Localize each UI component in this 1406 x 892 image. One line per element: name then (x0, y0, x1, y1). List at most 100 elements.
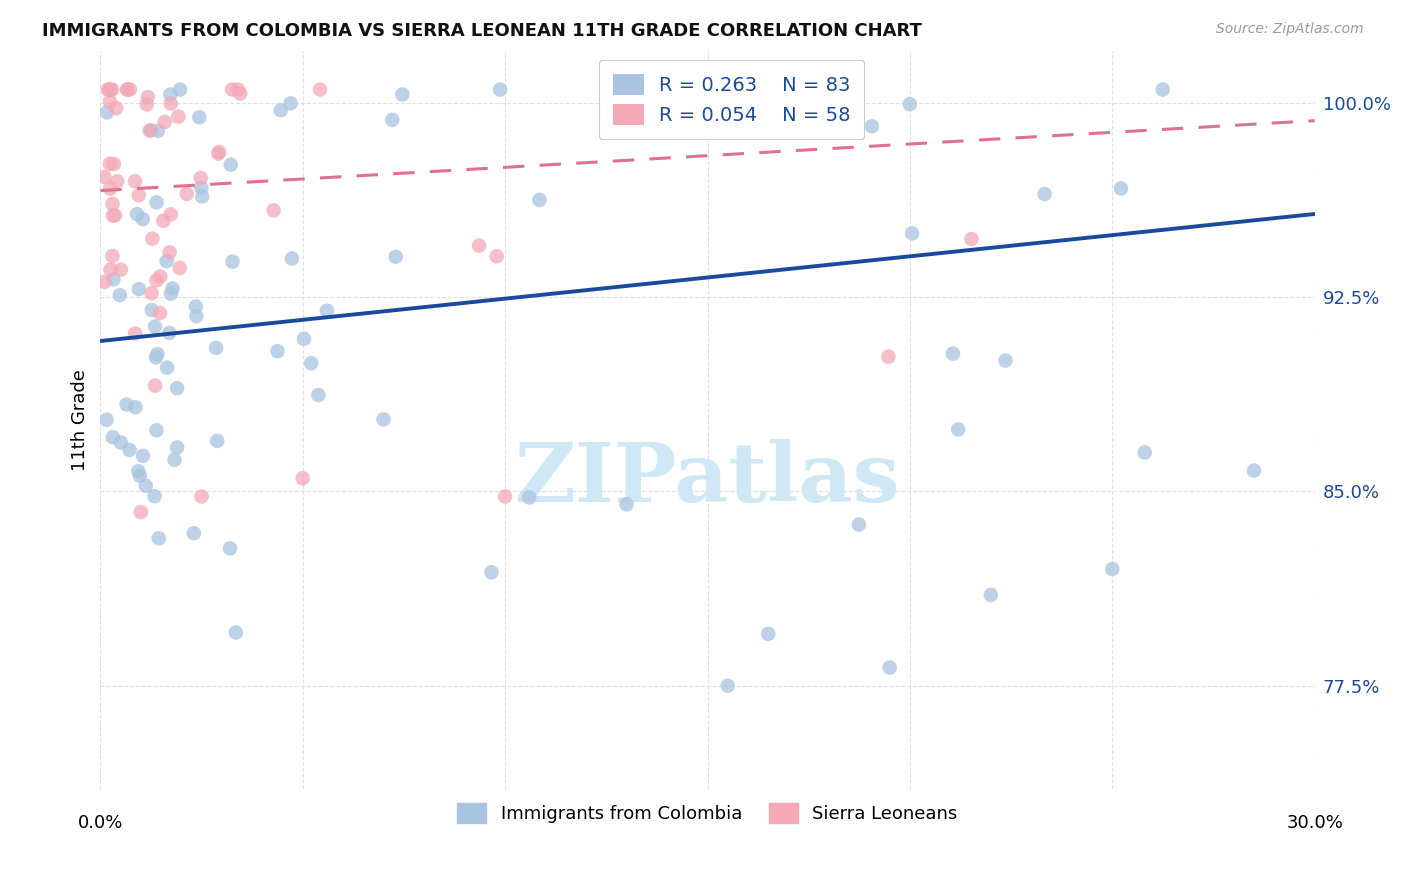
Point (188, 110, 211, 124)
Point (145, 351, 167, 365)
Text: 0.0%: 0.0% (77, 814, 124, 832)
Point (1101, 562, 1123, 576)
Point (901, 227, 924, 241)
Point (280, 96, 302, 111)
Point (468, 238, 491, 252)
Point (101, 197, 124, 211)
Point (266, 344, 288, 359)
Point (848, 517, 870, 532)
Point (485, 249, 508, 263)
Point (481, 566, 503, 580)
Point (101, 209, 124, 223)
Point (186, 309, 208, 323)
Point (139, 123, 162, 137)
Point (152, 214, 174, 228)
Point (118, 442, 141, 457)
Point (1033, 187, 1056, 202)
Point (207, 146, 229, 161)
Point (135, 479, 157, 493)
Point (529, 193, 551, 207)
Point (163, 452, 186, 467)
Point (143, 489, 166, 503)
Point (942, 346, 965, 360)
Text: 30.0%: 30.0% (1286, 814, 1343, 832)
Point (517, 491, 540, 505)
Point (124, 174, 146, 188)
Y-axis label: 11th Grade: 11th Grade (72, 369, 89, 471)
Point (226, 82, 249, 96)
Point (756, 627, 779, 641)
Point (616, 497, 638, 511)
Point (149, 269, 172, 284)
Legend: Immigrants from Colombia, Sierra Leoneans: Immigrants from Colombia, Sierra Leonean… (449, 794, 967, 832)
Point (205, 434, 228, 448)
Point (146, 124, 169, 138)
Point (141, 303, 163, 318)
Point (135, 97, 157, 112)
Point (128, 188, 150, 202)
Point (162, 281, 184, 295)
Point (208, 145, 231, 159)
Point (860, 120, 883, 134)
Point (755, 82, 778, 96)
Point (157, 326, 180, 340)
Point (110, 262, 132, 277)
Point (494, 490, 516, 504)
Point (717, 679, 740, 693)
Point (315, 303, 337, 318)
Point (270, 103, 292, 118)
Point (877, 350, 900, 364)
Point (100, 262, 122, 277)
Point (373, 412, 395, 426)
Point (98, 181, 121, 195)
Point (169, 260, 191, 275)
Point (1243, 464, 1265, 478)
Point (159, 207, 181, 221)
Point (489, 82, 512, 96)
Point (166, 381, 188, 395)
Point (191, 189, 214, 203)
Point (391, 87, 413, 102)
Point (176, 186, 198, 201)
Point (108, 288, 131, 302)
Point (132, 212, 155, 227)
Point (117, 82, 139, 96)
Point (980, 588, 1002, 602)
Point (190, 490, 212, 504)
Point (101, 82, 124, 96)
Point (96, 413, 118, 427)
Point (159, 96, 181, 111)
Point (221, 254, 243, 268)
Point (103, 272, 125, 286)
Point (148, 531, 170, 545)
Point (98, 95, 121, 109)
Point (105, 174, 128, 188)
Point (98, 82, 121, 96)
Point (125, 207, 148, 221)
Point (960, 232, 983, 246)
Point (105, 101, 128, 115)
Point (101, 249, 124, 263)
Text: ZIPatlas: ZIPatlas (515, 439, 900, 519)
Point (124, 401, 146, 415)
Point (145, 195, 167, 210)
Point (124, 326, 146, 341)
Point (93, 169, 115, 184)
Point (145, 273, 167, 287)
Point (110, 435, 132, 450)
Point (127, 464, 149, 478)
Point (263, 203, 285, 218)
Point (97, 82, 120, 96)
Point (205, 341, 228, 355)
Point (219, 541, 242, 556)
Point (219, 158, 242, 172)
Point (190, 170, 212, 185)
Point (159, 87, 181, 102)
Point (160, 286, 183, 301)
Point (143, 378, 166, 392)
Point (128, 468, 150, 483)
Point (994, 353, 1017, 368)
Point (946, 422, 969, 436)
Point (309, 82, 332, 96)
Point (229, 87, 252, 101)
